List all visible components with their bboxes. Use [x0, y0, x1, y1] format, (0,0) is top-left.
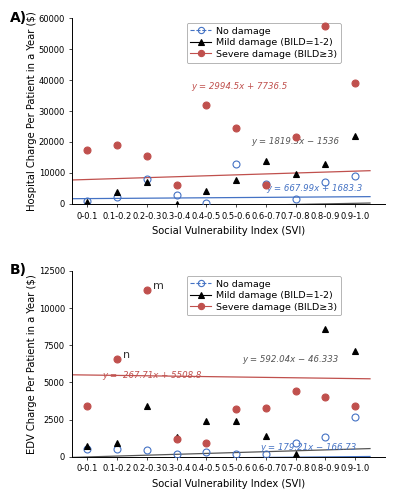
Legend: No damage, Mild damage (BILD=1-2), Severe damage (BILD≥3): No damage, Mild damage (BILD=1-2), Sever…: [187, 276, 341, 316]
Text: y = 1819.3x − 1536: y = 1819.3x − 1536: [251, 136, 339, 145]
Text: B): B): [10, 264, 27, 278]
Y-axis label: Hospital Charge Per Patient in a Year ($): Hospital Charge Per Patient in a Year ($…: [27, 11, 37, 211]
Text: y = 592.04x − 46.333: y = 592.04x − 46.333: [242, 354, 338, 364]
Text: y = -267.71x + 5508.8: y = -267.71x + 5508.8: [102, 371, 202, 380]
X-axis label: Social Vulnerability Index (SVI): Social Vulnerability Index (SVI): [152, 226, 305, 236]
Text: A): A): [10, 10, 27, 24]
Text: y = 179.21x − 166.73: y = 179.21x − 166.73: [260, 444, 356, 452]
Text: y = 667.99x + 1683.3: y = 667.99x + 1683.3: [266, 184, 362, 193]
Legend: No damage, Mild damage (BILD=1-2), Severe damage (BILD≥3): No damage, Mild damage (BILD=1-2), Sever…: [187, 23, 341, 62]
Text: n: n: [123, 350, 130, 360]
Y-axis label: EDV Charge Per Patient in a Year ($): EDV Charge Per Patient in a Year ($): [27, 274, 37, 454]
X-axis label: Social Vulnerability Index (SVI): Social Vulnerability Index (SVI): [152, 479, 305, 489]
Text: m: m: [153, 282, 164, 292]
Text: y = 2994.5x + 7736.5: y = 2994.5x + 7736.5: [192, 82, 288, 92]
